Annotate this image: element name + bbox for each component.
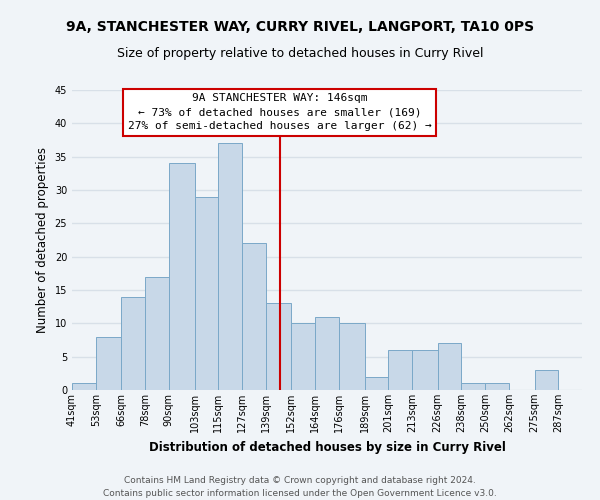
Bar [412,350,437,390]
Bar [194,196,218,390]
Bar [169,164,194,390]
Bar [315,316,339,390]
Bar [96,336,121,390]
Bar [388,350,412,390]
Text: Contains HM Land Registry data © Crown copyright and database right 2024.
Contai: Contains HM Land Registry data © Crown c… [103,476,497,498]
Bar [437,344,461,390]
Text: Size of property relative to detached houses in Curry Rivel: Size of property relative to detached ho… [117,48,483,60]
Bar [218,144,242,390]
Bar [535,370,558,390]
Bar [365,376,388,390]
Text: 9A STANCHESTER WAY: 146sqm
← 73% of detached houses are smaller (169)
27% of sem: 9A STANCHESTER WAY: 146sqm ← 73% of deta… [128,94,431,132]
Bar [242,244,266,390]
Y-axis label: Number of detached properties: Number of detached properties [36,147,49,333]
Bar [266,304,292,390]
Bar [339,324,365,390]
Bar [485,384,509,390]
Bar [145,276,169,390]
Bar [292,324,315,390]
Bar [461,384,485,390]
X-axis label: Distribution of detached houses by size in Curry Rivel: Distribution of detached houses by size … [149,440,505,454]
Text: 9A, STANCHESTER WAY, CURRY RIVEL, LANGPORT, TA10 0PS: 9A, STANCHESTER WAY, CURRY RIVEL, LANGPO… [66,20,534,34]
Bar [121,296,145,390]
Bar [72,384,96,390]
